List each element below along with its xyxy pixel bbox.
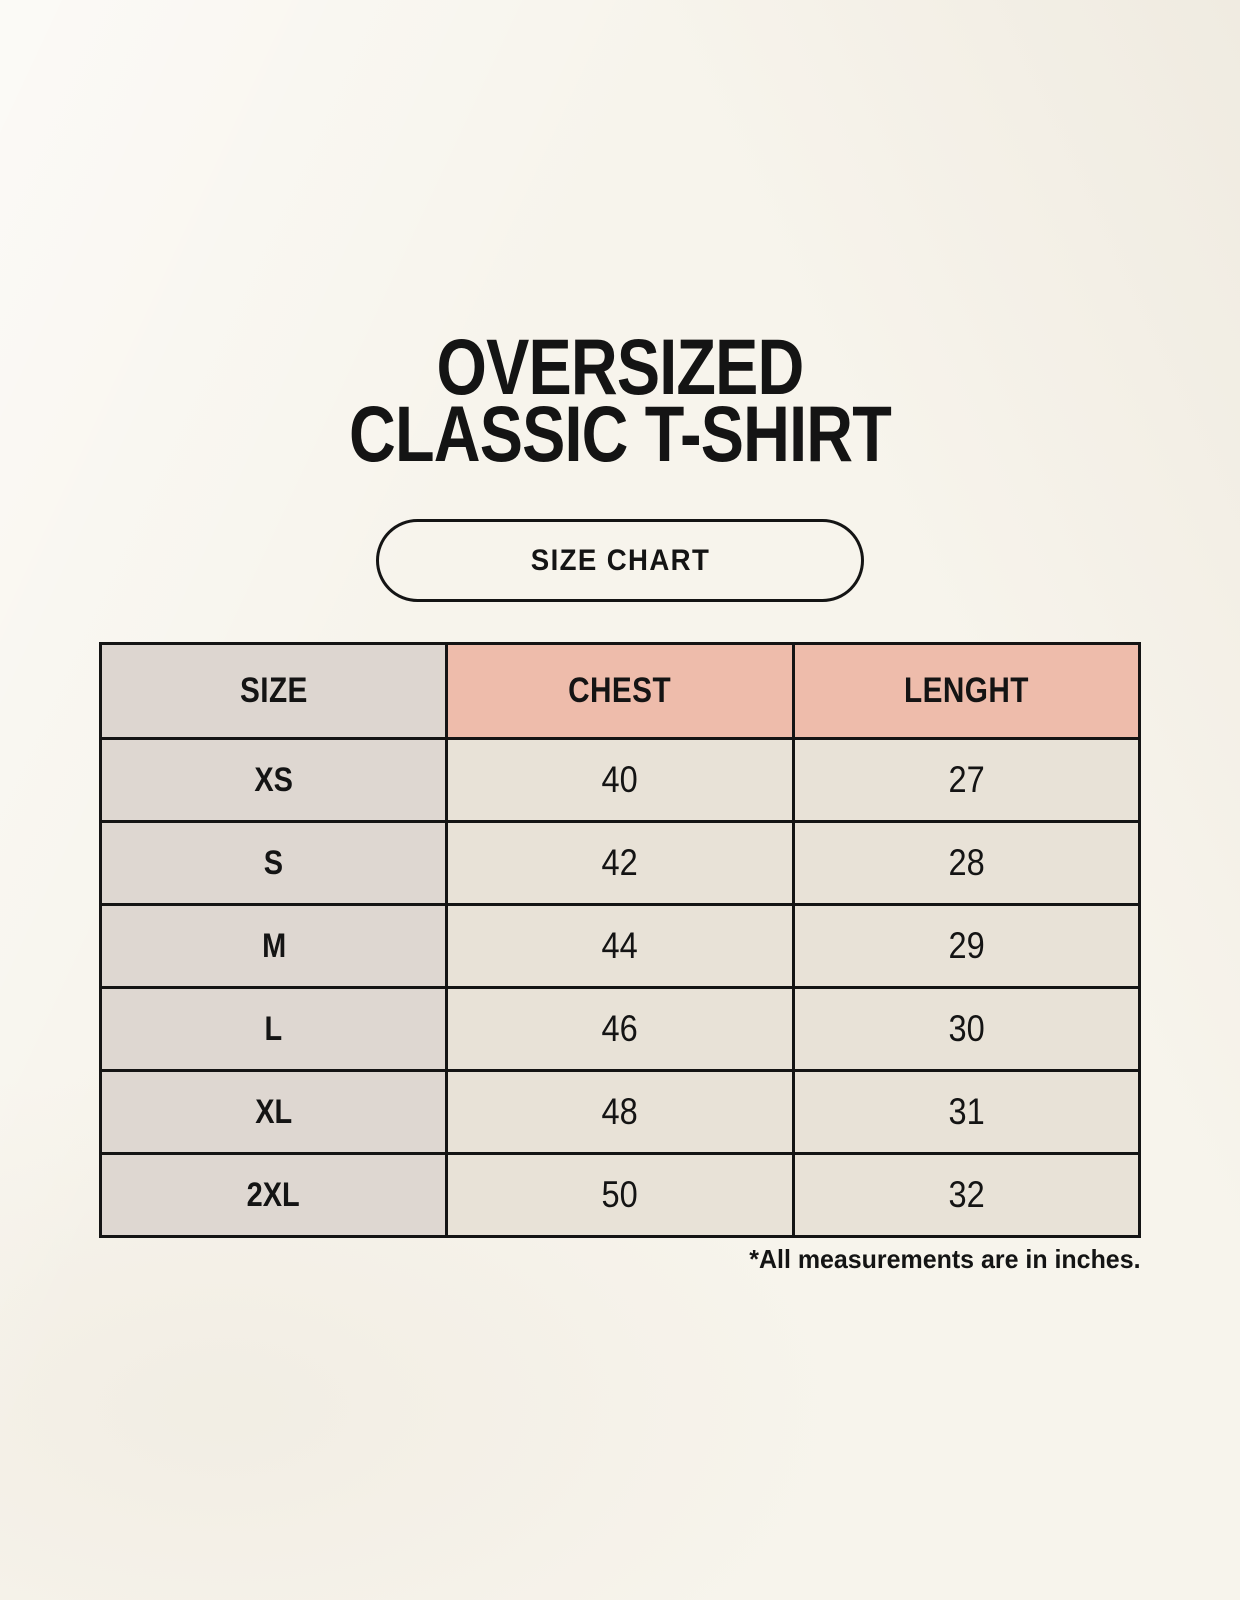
size-cell: XL — [98, 1069, 449, 1155]
lenght-value: 30 — [948, 1008, 985, 1049]
lenght-value: 31 — [948, 1091, 985, 1132]
size-value: XS — [254, 760, 293, 799]
table-row-xs: XS 40 27 — [98, 737, 1142, 823]
page-title: OVERSIZED CLASSIC T-SHIRT — [112, 322, 1129, 478]
column-header-size: SIZE — [98, 642, 449, 740]
size-chart-badge-label: SIZE CHART — [530, 543, 710, 577]
chest-value: 42 — [601, 842, 639, 883]
table-row-s: S 42 28 — [98, 820, 1142, 906]
chest-cell: 50 — [445, 1152, 795, 1238]
chest-value: 40 — [601, 759, 639, 800]
page-title-line-1: OVERSIZED — [436, 322, 805, 411]
column-header-chest: CHEST — [445, 642, 795, 740]
chest-cell: 48 — [445, 1069, 795, 1155]
lenght-value: 32 — [948, 1174, 985, 1215]
chest-value: 46 — [601, 1008, 639, 1049]
size-cell: S — [98, 820, 449, 906]
lenght-cell: 32 — [791, 1152, 1142, 1238]
size-value: 2XL — [247, 1175, 301, 1214]
page-title-line-2: CLASSIC T-SHIRT — [349, 389, 892, 478]
table-row-2xl: 2XL 50 32 — [98, 1152, 1142, 1238]
size-chart-badge[interactable]: SIZE CHART — [376, 519, 864, 602]
size-cell: XS — [98, 737, 449, 823]
size-cell: M — [98, 903, 449, 989]
lenght-value: 29 — [948, 925, 985, 966]
table-header-row: SIZE CHEST LENGHT — [98, 642, 1142, 740]
column-header-chest-label: CHEST — [568, 671, 672, 710]
chest-value: 48 — [601, 1091, 639, 1132]
table-row-xl: XL 48 31 — [98, 1069, 1142, 1155]
lenght-cell: 29 — [791, 903, 1142, 989]
measurements-note: *All measurements are in inches. — [749, 1244, 1141, 1274]
size-value: L — [264, 1009, 283, 1048]
lenght-cell: 31 — [791, 1069, 1142, 1155]
lenght-cell: 28 — [791, 820, 1142, 906]
size-value: M — [261, 926, 286, 965]
chest-cell: 40 — [445, 737, 795, 823]
table-row-l: L 46 30 — [98, 986, 1142, 1072]
chest-value: 44 — [601, 925, 639, 966]
size-value: S — [264, 843, 284, 882]
table-row-m: M 44 29 — [98, 903, 1142, 989]
size-value: XL — [255, 1092, 293, 1131]
chest-cell: 42 — [445, 820, 795, 906]
lenght-value: 27 — [948, 759, 985, 800]
lenght-cell: 27 — [791, 737, 1142, 823]
chest-value: 50 — [601, 1174, 639, 1215]
column-header-lenght: LENGHT — [791, 642, 1142, 740]
lenght-value: 28 — [948, 842, 985, 883]
chest-cell: 44 — [445, 903, 795, 989]
size-cell: L — [98, 986, 449, 1072]
column-header-size-label: SIZE — [239, 671, 308, 710]
column-header-lenght-label: LENGHT — [903, 671, 1029, 710]
chest-cell: 46 — [445, 986, 795, 1072]
size-cell: 2XL — [98, 1152, 449, 1238]
lenght-cell: 30 — [791, 986, 1142, 1072]
size-chart-table: SIZE CHEST LENGHT XS 40 27 S 42 28 — [98, 642, 1142, 1238]
